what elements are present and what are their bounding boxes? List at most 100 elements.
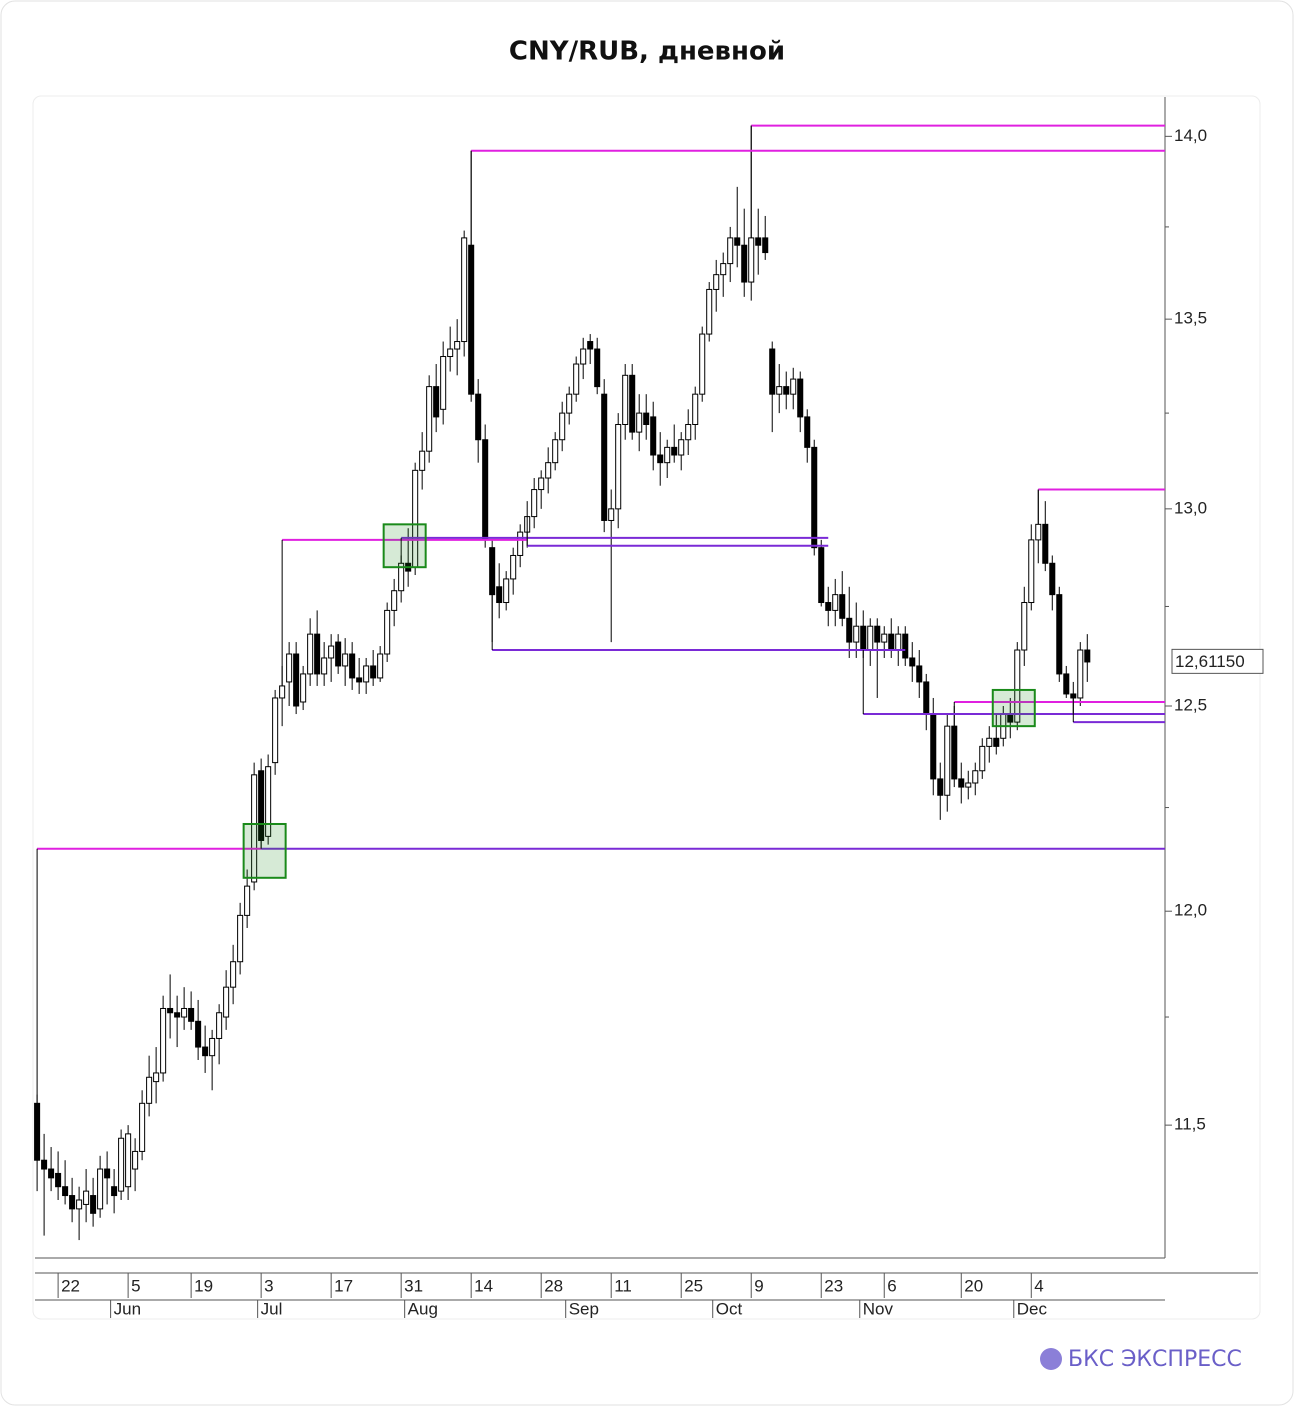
x-tick-label: 14 (474, 1276, 493, 1295)
last-price-label: 12,61150 (1175, 652, 1245, 671)
candle-body (48, 1168, 55, 1179)
candle-body (874, 625, 881, 643)
candle-body (223, 986, 230, 1018)
candle-body (181, 1007, 188, 1018)
candle-body (909, 657, 916, 667)
candle-body (1084, 649, 1091, 663)
candle-body (489, 547, 496, 596)
candle-body (762, 237, 769, 254)
candle-body (608, 508, 615, 521)
candle-body (615, 423, 622, 510)
candle-body (923, 681, 930, 715)
candle-body (538, 477, 545, 491)
candle-body (748, 237, 755, 283)
candle-body (167, 1007, 174, 1014)
candle-body (440, 356, 447, 410)
candle-body (286, 653, 293, 683)
candle-body (244, 885, 251, 916)
candle-body (356, 677, 363, 683)
candle-body (1063, 673, 1070, 695)
candle-body (517, 531, 524, 556)
candle-body (867, 625, 874, 651)
candle-body (76, 1199, 83, 1210)
candle-body (664, 446, 671, 464)
candle-body (118, 1137, 125, 1192)
candle-body (146, 1076, 153, 1104)
candle-body (587, 341, 594, 350)
chart-title: CNY/RUB, дневной (509, 37, 785, 67)
month-label: Oct (716, 1299, 743, 1318)
zone (991, 688, 1036, 728)
candle-body (391, 590, 398, 611)
x-tick-label: 31 (404, 1276, 423, 1295)
candle-body (769, 348, 776, 395)
candle-body (818, 547, 825, 604)
candle-body (839, 594, 846, 619)
panel (32, 95, 1261, 1320)
candle-body (447, 348, 454, 358)
candle-body (972, 770, 979, 784)
x-tick-label: 6 (887, 1276, 896, 1295)
candle-body (1070, 693, 1077, 699)
month-label: Sep (569, 1299, 599, 1318)
candle-body (783, 386, 790, 395)
candle-body (153, 1072, 160, 1083)
candle-body (706, 288, 713, 335)
y-tick-label: 14,0 (1174, 126, 1207, 145)
candle-body (1042, 523, 1049, 564)
y-tick-label: 13,0 (1174, 498, 1207, 517)
candle-body (503, 578, 510, 604)
y-tick-label: 12,5 (1174, 695, 1207, 714)
candle-body (720, 263, 727, 276)
candle-body (328, 645, 335, 659)
candle-body (860, 625, 867, 651)
candle-body (811, 446, 818, 549)
candle-body (1035, 523, 1042, 541)
candle-body (321, 657, 328, 675)
candle-body (755, 237, 762, 246)
candle-body (510, 554, 517, 580)
candle-body (83, 1190, 90, 1205)
x-tick-label: 4 (1034, 1276, 1043, 1295)
candle-body (993, 737, 1000, 747)
candle-body (629, 374, 636, 433)
candle-body (594, 348, 601, 388)
candle-body (258, 770, 265, 841)
month-label: Dec (1017, 1299, 1048, 1318)
candle-body (363, 665, 370, 683)
candle-body (930, 713, 937, 780)
candle-body (132, 1150, 139, 1170)
candle-body (230, 961, 237, 988)
candle-body (69, 1195, 76, 1210)
candle-body (1077, 649, 1084, 699)
candle-body (573, 363, 580, 395)
x-tick-label: 9 (754, 1276, 763, 1295)
candle-body (741, 244, 748, 283)
candle-body (727, 237, 734, 265)
y-tick-label: 13,5 (1174, 309, 1207, 328)
y-tick-label: 12,0 (1174, 901, 1207, 920)
candle-body (160, 1007, 167, 1074)
candle-body (139, 1102, 146, 1152)
candle-body (461, 237, 468, 343)
candle-body (209, 1037, 216, 1057)
candle-body (622, 374, 629, 425)
candle-body (97, 1168, 104, 1210)
candle-body (342, 653, 349, 667)
candle-body (643, 412, 650, 425)
candle-body (636, 412, 643, 433)
candle-body (650, 416, 657, 456)
candle-body (335, 641, 342, 667)
candle-body (937, 778, 944, 796)
candle-body (559, 412, 566, 441)
x-tick-label: 5 (131, 1276, 140, 1295)
candle-body (104, 1168, 111, 1179)
candle-body (685, 423, 692, 441)
candle-body (195, 1020, 202, 1048)
candle-body (881, 633, 888, 643)
candle-body (699, 333, 706, 395)
candle-body (846, 617, 853, 643)
brand-logo (1040, 1348, 1062, 1370)
candle-body (979, 745, 986, 772)
